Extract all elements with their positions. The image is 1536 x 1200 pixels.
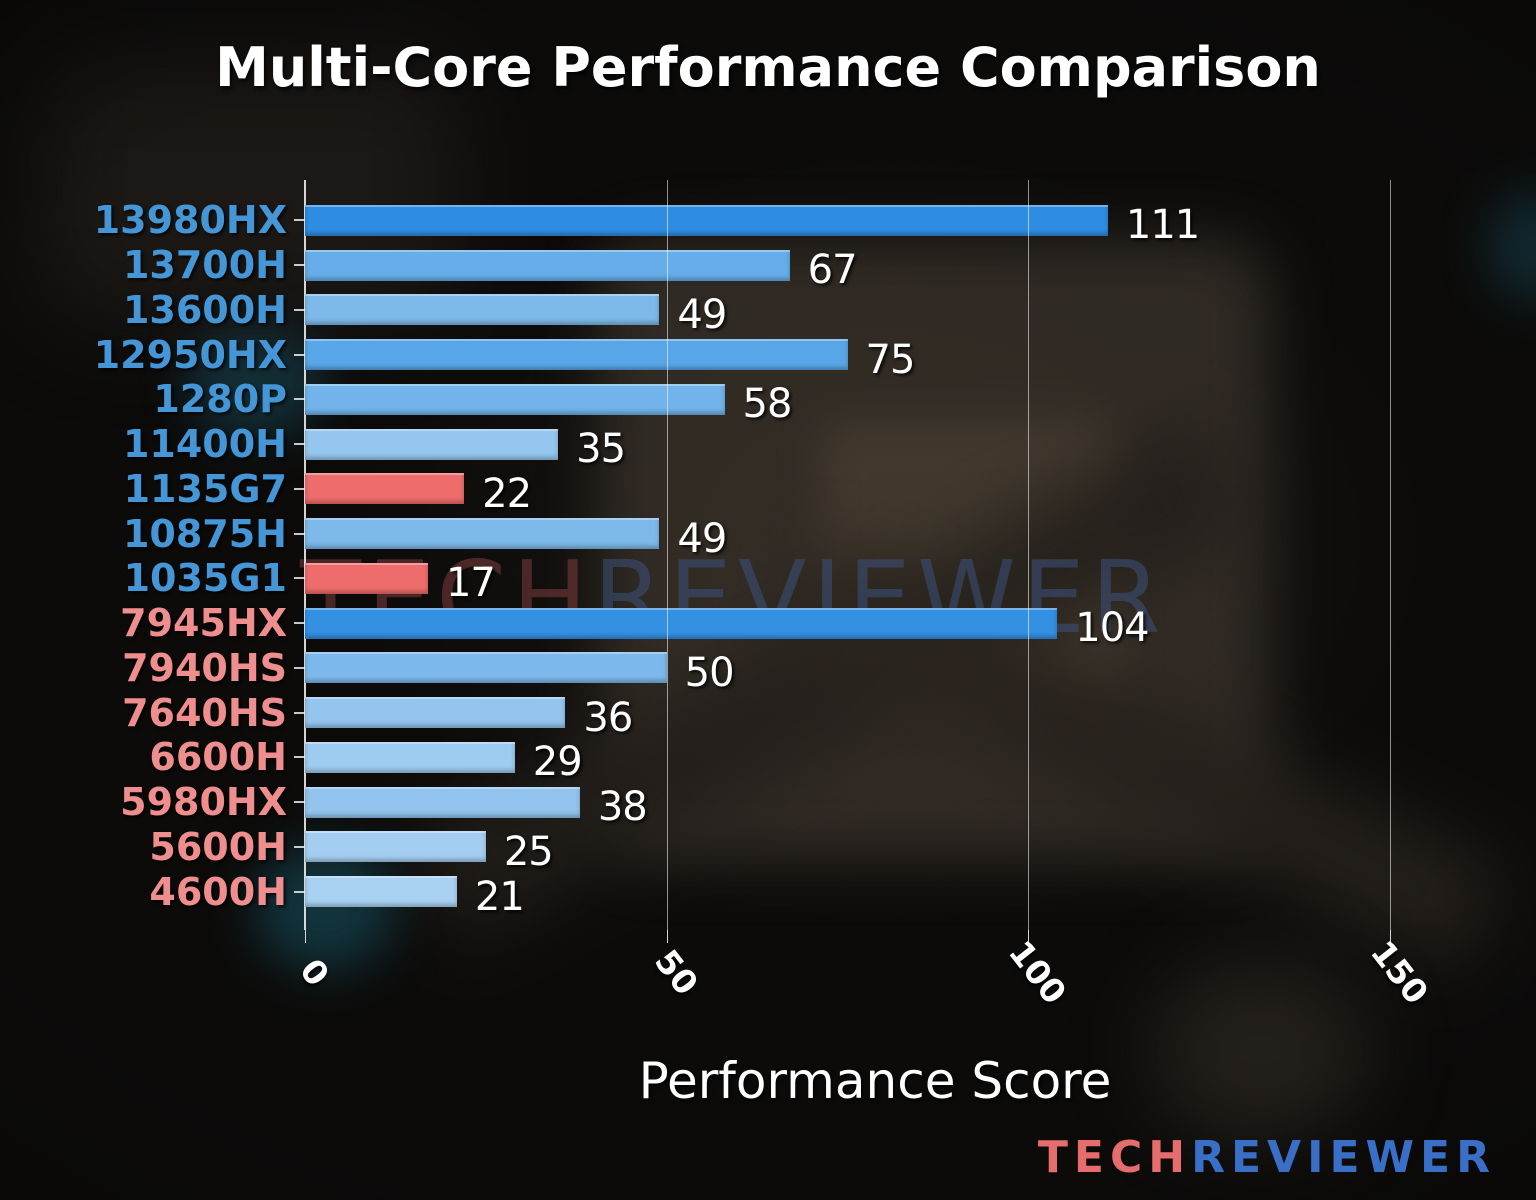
brand-logo: TECHREVIEWER [1038,1136,1496,1180]
bar [305,428,559,460]
y-axis-spine [304,180,306,930]
y-tick [294,711,305,714]
bar-row: 1280P 58 [153,377,1445,428]
bar-row: 5600H 25 [149,825,1445,875]
y-tick [294,353,305,356]
bar-row: 11400H 35 [123,422,1445,473]
y-tick [294,756,305,759]
category-label: 11400H [122,422,287,467]
y-tick [294,890,305,893]
x-tick-mark [305,930,306,943]
category-label: 12950HX [93,332,287,377]
y-tick [294,577,305,580]
value-label: 50 [684,649,735,696]
bar-rows-container: 13980HX 111 13700H 67 13600H 49 12950HX 75 1280P… [94,198,1445,920]
bar-row: 13700H 67 [123,243,1445,294]
y-tick [294,801,305,804]
logo-reviewer: REVIEWER [1191,1132,1496,1183]
category-label: 4600H [149,869,287,914]
x-tick-mark [1028,930,1030,943]
value-label: 29 [532,739,583,786]
y-tick [294,532,305,535]
category-label: 1135G7 [123,466,287,511]
value-label: 67 [807,247,858,294]
category-label: 1280P [153,377,287,422]
value-label: 38 [597,784,648,831]
bar [305,339,848,371]
y-tick [294,443,305,446]
gridline [1390,180,1391,930]
bar-row: 4600H 21 [149,869,1445,920]
value-label: 21 [474,873,525,920]
bar-row: 5980HX 38 [120,780,1445,831]
bar-row: 13980HX 111 [94,198,1445,249]
bar-row: 12950HX 75 [94,332,1445,383]
bar [305,652,667,684]
y-tick [294,487,305,490]
value-label: 17 [445,560,496,607]
value-label: 111 [1125,202,1200,249]
value-label: 35 [576,426,626,473]
bar [305,383,725,415]
bar [305,697,566,729]
value-label: 58 [742,381,793,428]
y-tick [294,845,305,848]
bar [305,473,465,505]
bar [305,249,790,281]
category-label: 13980HX [93,198,287,243]
logo-tech: TECH [1037,1132,1192,1183]
value-label: 104 [1075,605,1149,652]
bar-row: 7940HS 50 [122,646,1445,696]
bar-row: 1135G7 22 [124,467,1445,517]
bar-row: 1035G1 17 [124,556,1445,607]
value-label: 36 [583,694,633,741]
value-label: 25 [503,828,554,875]
category-label: 6600H [149,735,287,780]
bar [305,562,428,594]
y-tick [294,264,305,267]
bar [305,876,457,908]
bar [305,607,1058,639]
bar [305,294,660,326]
y-tick [294,398,305,401]
bar-row: 7640HS 36 [122,690,1445,741]
category-label: 7945HX [120,601,287,646]
category-label: 5600H [149,824,287,869]
bar-row: 7945HX 104 [120,601,1445,652]
category-label: 10875H [122,511,287,556]
category-label: 7940HS [122,645,287,690]
category-label: 5980HX [120,780,287,825]
bar-row: 6600H 29 [149,735,1445,786]
x-tick-mark [666,930,668,943]
category-label: 13700H [122,243,287,288]
bar [305,786,580,818]
bar [305,831,486,863]
bar [305,518,660,550]
y-tick [294,219,305,222]
y-tick [294,666,305,669]
value-label: 22 [482,470,532,517]
chart-title: Multi-Core Performance Comparison [215,36,1321,99]
bar-row: 13600H 49 [123,288,1445,338]
x-axis-title: Performance Score [638,1052,1112,1110]
category-label: 13600H [122,287,287,332]
bar-row: 10875H 49 [123,511,1445,562]
value-label: 49 [677,515,727,562]
gridline [1028,180,1030,930]
gridline [666,180,668,930]
category-label: 7640HS [122,690,287,735]
value-label: 49 [677,291,727,338]
x-tick-mark [1390,930,1391,943]
value-label: 75 [865,336,916,383]
y-tick [294,622,305,625]
bar [305,204,1108,236]
y-tick [294,308,305,311]
category-label: 1035G1 [123,556,287,601]
plot-area: 13980HX 111 13700H 67 13600H 49 12950HX 75 1280P… [94,180,1445,1011]
bar [305,741,515,773]
